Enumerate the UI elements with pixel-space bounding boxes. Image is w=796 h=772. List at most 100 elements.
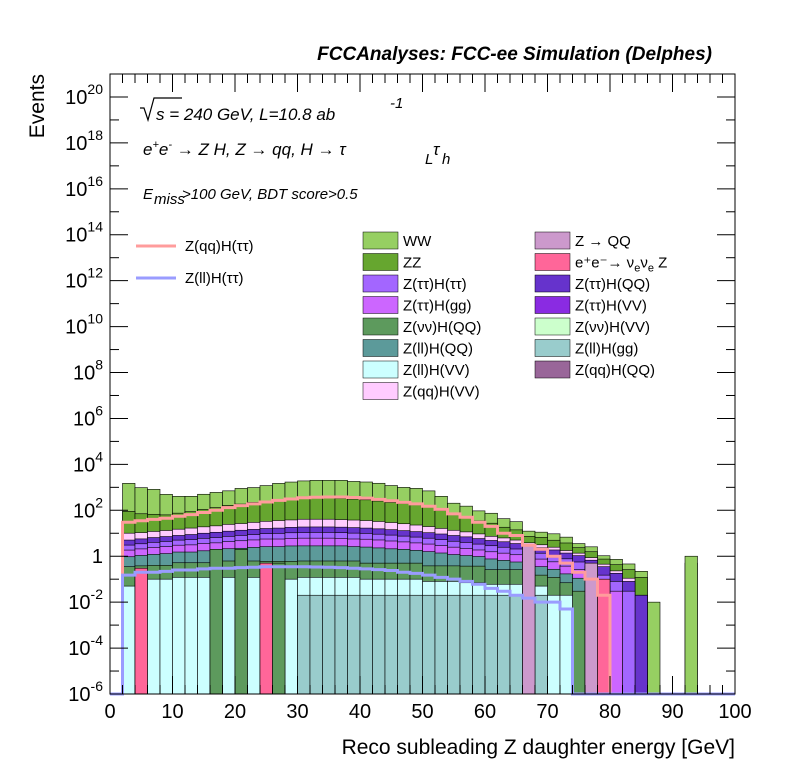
bar-ww-43 xyxy=(647,601,661,695)
cuts-E: E xyxy=(143,186,154,203)
y-tick-label: 10-2 xyxy=(68,586,103,614)
bar-z-h--41 xyxy=(622,590,636,695)
y-tick-label: 1014 xyxy=(65,219,103,247)
legend-label: Z(qq)H(VV) xyxy=(403,384,480,401)
legend-label: ZZ xyxy=(403,255,421,272)
bar-z-ll-h-gg--19 xyxy=(347,594,361,695)
x-tick-label: 40 xyxy=(349,701,371,723)
bar-z-ll-h-gg--30 xyxy=(484,594,498,695)
legend-signal-label: Z(qq)H(ττ) xyxy=(185,238,254,255)
chart-title: FCCAnalyses: FCC-ee Simulation (Delphes) xyxy=(317,44,712,65)
spike-bar-0 xyxy=(134,567,148,695)
y-tick-label: 1018 xyxy=(65,127,103,155)
legend-label: Z(qq)H(QQ) xyxy=(575,362,655,379)
legend-label: Z(ττ)H(gg) xyxy=(403,298,472,315)
bar-z-ll-h-gg--29 xyxy=(472,594,486,695)
x-tick-label: 0 xyxy=(104,701,115,723)
process-tau: τ xyxy=(433,140,441,159)
x-tick-label: 80 xyxy=(599,701,621,723)
y-tick-label: 1 xyxy=(92,546,103,568)
bar-z-ll-h-gg--31 xyxy=(497,594,511,695)
signal-line-zll-htautau xyxy=(110,565,735,696)
y-tick-label: 108 xyxy=(73,357,103,385)
bar-z-h-qq--42 xyxy=(634,594,648,695)
annotation-energy: s = 240 GeV, L=10.8 ab -1 xyxy=(140,95,403,124)
energy-sup: -1 xyxy=(390,95,403,112)
legend-swatch xyxy=(362,382,399,400)
y-tick-label: 102 xyxy=(73,494,103,522)
annotation-process: e+e- → Z H, Z → qq, H → τ L τ h xyxy=(143,139,450,168)
legend-swatch xyxy=(534,231,571,250)
process-sub1: L xyxy=(425,151,433,168)
legend-label: WW xyxy=(403,233,432,250)
legend-label: Z(ττ)H(ττ) xyxy=(403,276,467,293)
x-tick-label: 100 xyxy=(718,701,751,723)
bar-z-ll-h-gg--27 xyxy=(447,594,461,695)
legend-label: Z(ll)H(VV) xyxy=(403,362,470,379)
legend-swatch xyxy=(362,296,399,314)
legend-label: Z(ll)H(gg) xyxy=(575,341,638,358)
bar-z-ll-h-gg--28 xyxy=(459,594,473,695)
legend-label: Z(νν)H(QQ) xyxy=(403,319,481,336)
bar-z-ll-h-vv--14 xyxy=(284,578,298,695)
spike-bar-2 xyxy=(234,549,248,695)
legend-label: e⁺e⁻→ νeνe Z xyxy=(575,255,667,275)
bar-z-ll-h-gg--21 xyxy=(372,594,386,695)
bar-z-ll-h-vv--35 xyxy=(547,594,561,695)
legend-label: Z(νν)H(VV) xyxy=(575,319,650,336)
process-text: e+e- → Z H, Z → qq, H → τ xyxy=(143,139,347,159)
bar-z-ll-h-gg--32 xyxy=(509,594,523,695)
legend-signal: Z(qq)H(ττ) Z(ll)H(ττ) xyxy=(136,238,254,287)
bar-z-ll-h-vv--11 xyxy=(247,577,261,695)
spike-bar-6 xyxy=(584,562,598,695)
process-sub2: h xyxy=(442,151,450,168)
bar-z-ll-h-vv--5 xyxy=(172,577,186,695)
sqrt-symbol xyxy=(140,97,182,123)
legend-swatch xyxy=(534,296,571,314)
cuts-rest: >100 GeV, BDT score>0.5 xyxy=(182,186,358,203)
legend-label: Z → QQ xyxy=(575,233,631,250)
legend-swatch xyxy=(362,231,399,250)
spike-bar-8 xyxy=(684,555,698,695)
x-tick-label: 90 xyxy=(661,701,683,723)
legend-swatch xyxy=(534,274,571,293)
legend-swatch xyxy=(362,339,399,357)
y-tick-label: 10-4 xyxy=(68,632,103,660)
spike-bar-1 xyxy=(209,549,223,695)
bar-z-ll-h-vv--9 xyxy=(222,577,236,695)
legend-signal-label: Z(ll)H(ττ) xyxy=(185,270,244,287)
cuts-sub: miss xyxy=(154,191,185,208)
legend-swatch xyxy=(362,317,399,336)
spike-bar-3 xyxy=(259,562,273,695)
spike-bar-4 xyxy=(272,562,286,695)
bar-z-ll-h-gg--34 xyxy=(534,594,548,695)
signal-line-zqq-htautau xyxy=(110,495,735,696)
x-tick-label: 10 xyxy=(161,701,183,723)
bar-z-ll-h-gg--17 xyxy=(322,594,336,695)
signal-lines xyxy=(110,495,735,696)
legend-swatch xyxy=(534,253,571,271)
legend-background-right: Z → QQ e⁺e⁻→ νeνe ZZ(ττ)H(QQ) Z(ττ)H(VV) Z(… xyxy=(534,231,667,379)
legend-label: Z(ττ)H(VV) xyxy=(575,298,647,315)
legend-swatch xyxy=(534,339,571,357)
legend-swatch xyxy=(534,360,571,379)
bar-z-ll-h-gg--22 xyxy=(384,594,398,695)
legend-swatch xyxy=(362,274,399,293)
x-tick-label: 30 xyxy=(286,701,308,723)
annotation-cuts: E miss >100 GeV, BDT score>0.5 xyxy=(143,186,358,208)
bar-z-ll-h-vv--7 xyxy=(197,577,211,695)
y-tick-label: 1010 xyxy=(65,311,103,339)
y-tick-label: 10-6 xyxy=(68,678,103,706)
y-tick-label: 104 xyxy=(73,448,103,476)
legend-swatch xyxy=(362,253,399,271)
x-axis-ticks: 0 10 20 30 40 50 60 70 80 90 100 xyxy=(104,74,752,723)
y-axis-ticks: 10-6 10-4 10-2 1 102 104 106 108 1010 1012 1014 101… xyxy=(65,73,735,706)
legend-label: Z(ττ)H(QQ) xyxy=(575,276,650,293)
x-axis-label: Reco subleading Z daughter energy [GeV] xyxy=(342,736,735,759)
bar-z-ll-h-vv--6 xyxy=(184,577,198,695)
x-tick-label: 20 xyxy=(224,701,246,723)
legend-label: Z(ll)H(QQ) xyxy=(403,341,473,358)
legend-background-left: WW ZZ Z(ττ)H(ττ) Z(ττ)H(gg) Z(νν)H(QQ) Z(ll)H… xyxy=(362,231,481,401)
bar-z-ll-h-gg--23 xyxy=(397,594,411,695)
